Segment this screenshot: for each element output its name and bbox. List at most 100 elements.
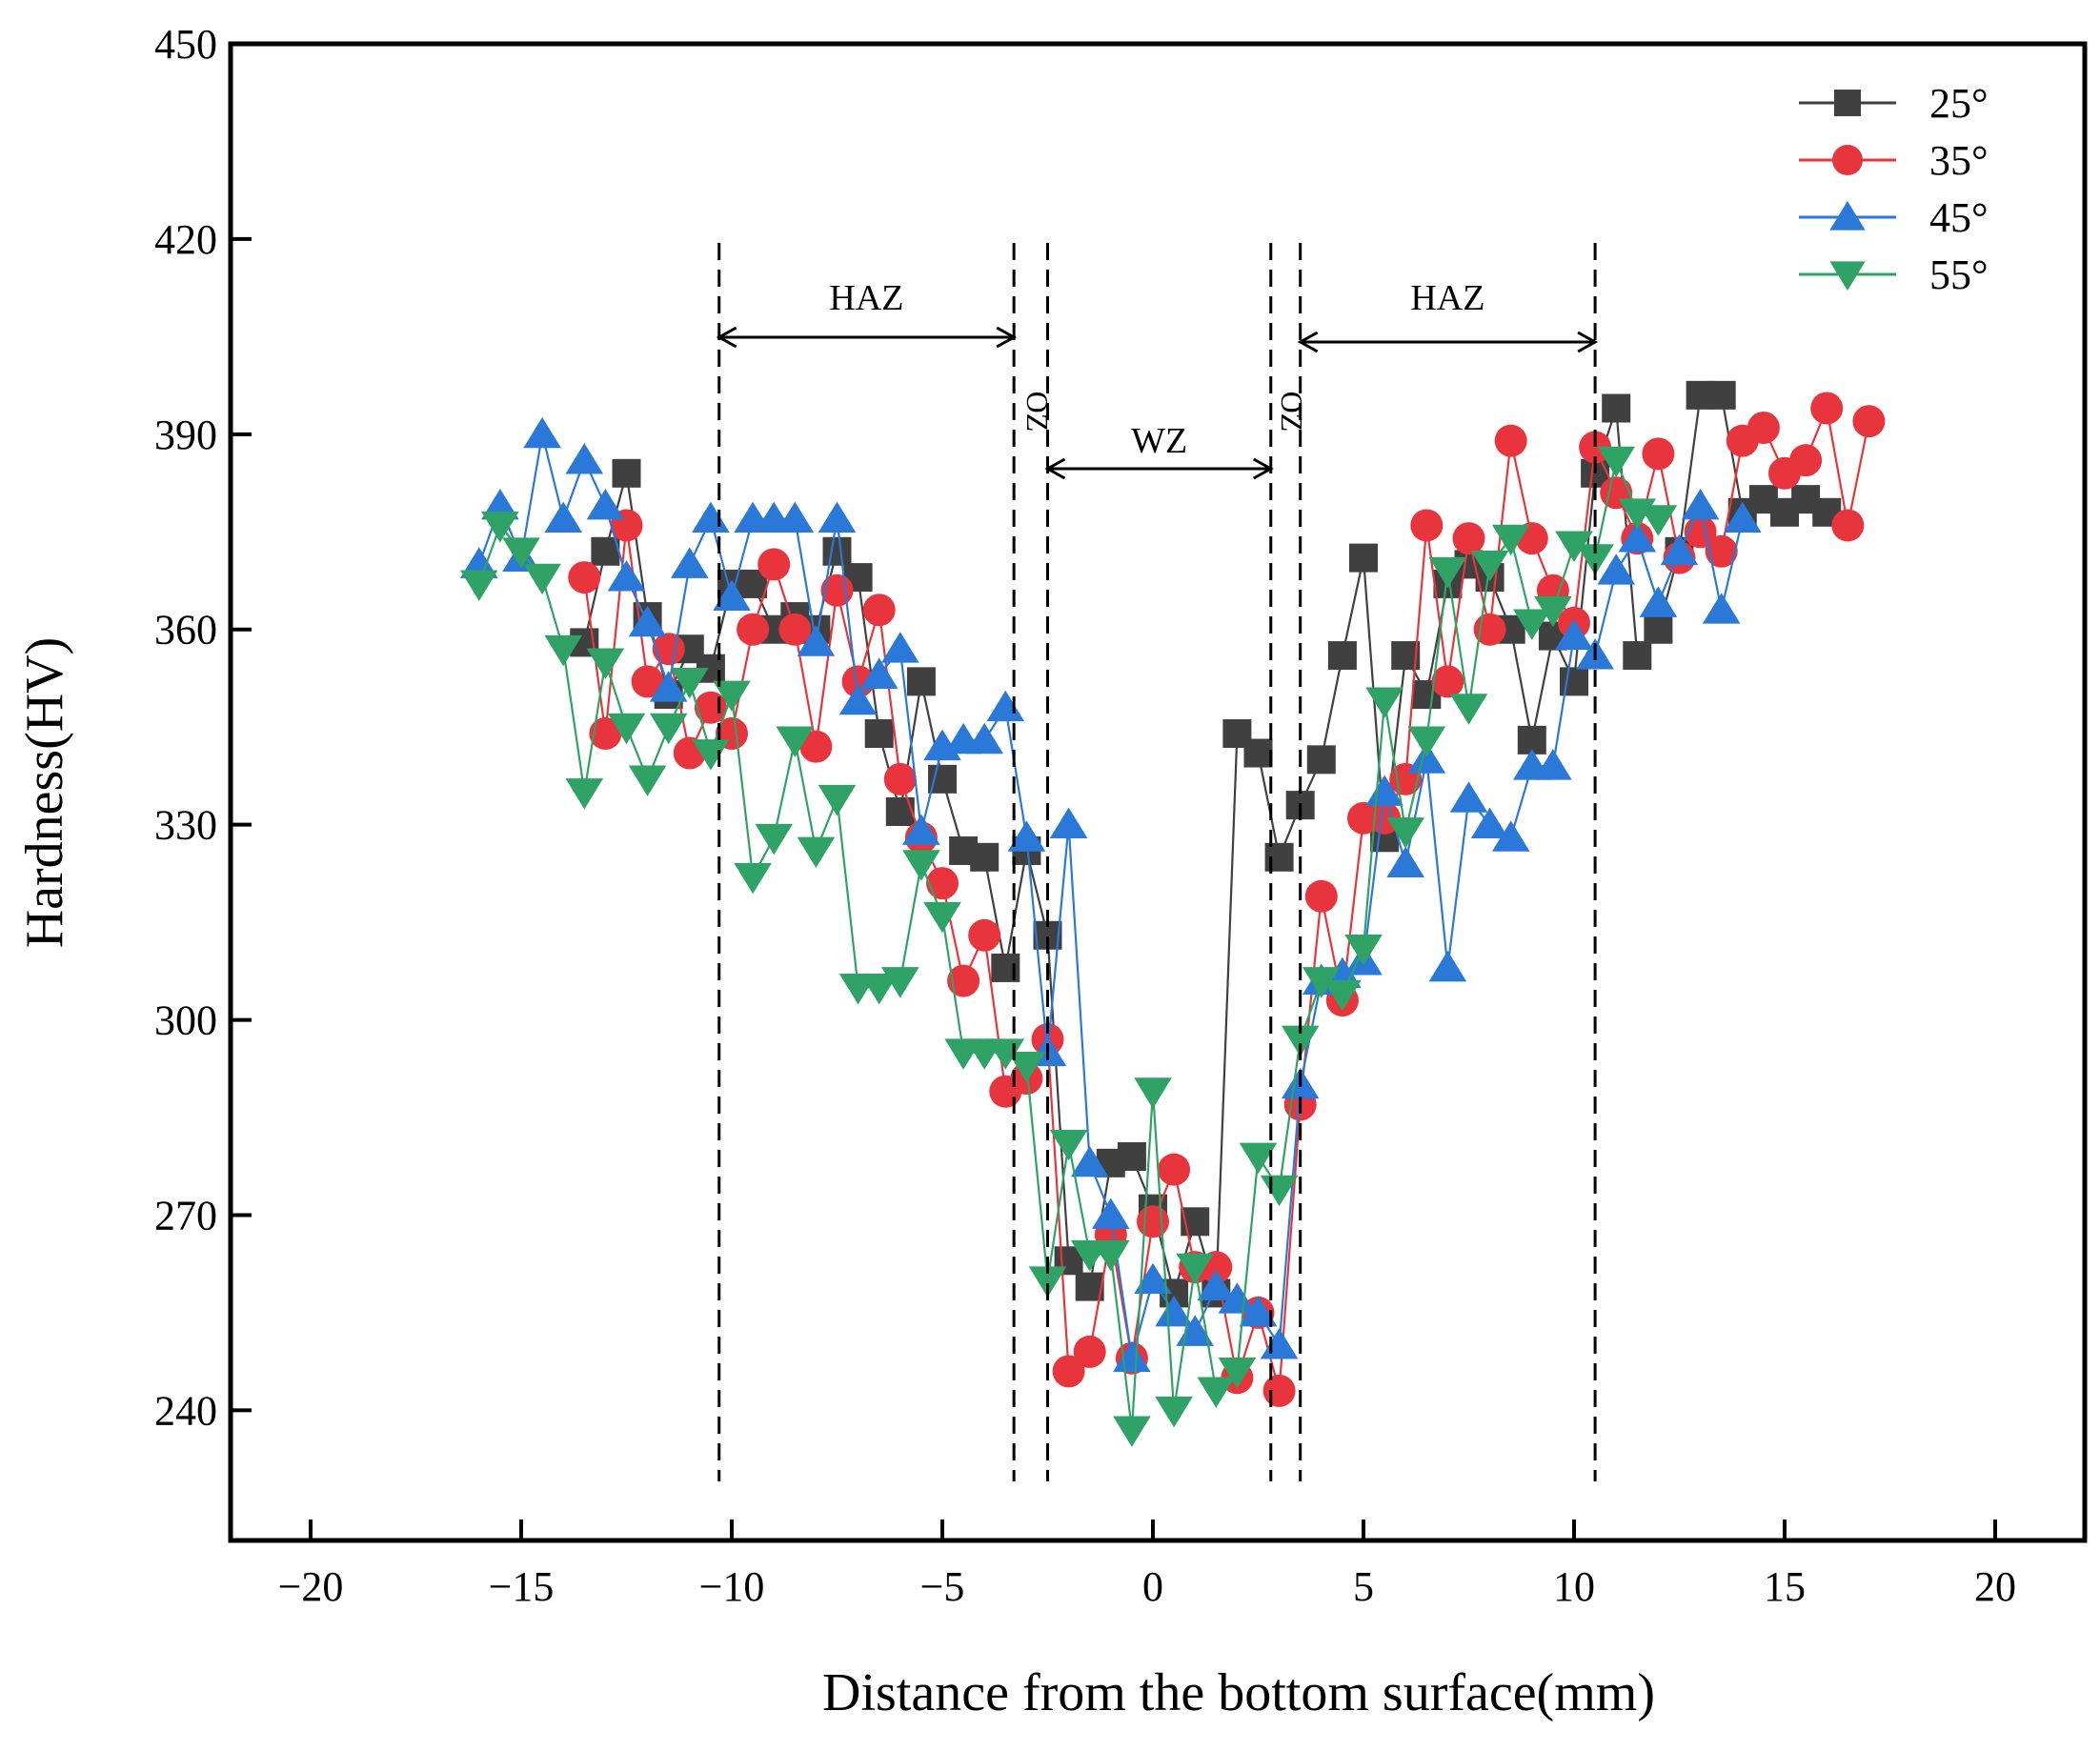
legend-item: 45°	[1799, 194, 1989, 241]
legend-item: 35°	[1799, 137, 1989, 184]
data-point	[926, 867, 959, 900]
haz-left-label: HAZ	[829, 278, 903, 318]
data-point	[883, 762, 917, 795]
y-tick-label: 390	[154, 412, 217, 458]
x-tick-label: 5	[1353, 1563, 1374, 1610]
data-point	[544, 634, 582, 667]
data-point	[1117, 1142, 1146, 1172]
data-point	[1831, 509, 1865, 542]
legend: 25° 35° 45° 55°	[1799, 80, 1989, 298]
data-point	[778, 613, 812, 646]
data-point	[1327, 641, 1357, 671]
data-point	[1134, 1077, 1172, 1109]
data-point	[1007, 1051, 1046, 1083]
data-point	[589, 717, 622, 751]
data-point	[881, 632, 919, 663]
data-point	[1452, 522, 1485, 555]
data-point	[1644, 614, 1673, 644]
x-axis-title: Distance from the bottom surface(mm)	[822, 1663, 1655, 1722]
axis-ticks: −20 −15 −10 −5 0 5 10 15 20 240 270 300 330 360 390 420…	[154, 21, 2016, 1610]
legend-item: 25°	[1799, 80, 1989, 127]
data-point	[671, 547, 709, 578]
data-point	[1323, 979, 1362, 1012]
y-tick-label: 300	[154, 997, 217, 1044]
y-tick-label: 330	[154, 802, 217, 849]
data-point	[713, 680, 751, 713]
haz-right-label: HAZ	[1410, 278, 1484, 318]
plot-marks	[460, 380, 1886, 1447]
x-tick-label: 15	[1764, 1563, 1806, 1610]
data-point	[1155, 1396, 1193, 1428]
x-tick-label: −10	[699, 1563, 765, 1610]
data-point	[1602, 393, 1631, 423]
data-point	[881, 967, 919, 998]
data-point	[612, 458, 641, 488]
data-point	[1639, 586, 1678, 617]
data-point	[460, 570, 498, 601]
oz-right-label: OZ	[1275, 392, 1309, 433]
data-point	[1028, 1266, 1067, 1298]
data-point	[1597, 446, 1635, 478]
data-point	[1158, 1153, 1191, 1186]
x-tick-label: −20	[278, 1563, 344, 1610]
x-tick-label: 10	[1553, 1563, 1595, 1610]
x-tick-label: −5	[920, 1563, 965, 1610]
y-tick-label: 450	[154, 21, 217, 68]
data-point	[1513, 609, 1551, 640]
data-point	[1789, 444, 1823, 477]
data-point	[923, 901, 961, 934]
data-point	[1576, 544, 1614, 575]
data-point	[1555, 531, 1593, 562]
data-point	[757, 548, 791, 581]
legend-marker	[1834, 90, 1861, 116]
data-point	[1113, 1416, 1151, 1447]
data-point	[991, 953, 1020, 982]
data-point	[818, 501, 857, 533]
data-point	[862, 594, 896, 627]
wz-label: WZ	[1131, 421, 1187, 461]
data-point	[1623, 641, 1652, 671]
haz-left-arrow	[716, 326, 1018, 349]
data-point	[1852, 405, 1886, 438]
data-point	[902, 850, 940, 881]
data-point	[1431, 665, 1464, 698]
data-point	[1262, 1374, 1296, 1407]
data-point	[1407, 742, 1446, 774]
data-point	[1410, 509, 1444, 542]
x-tick-label: −15	[489, 1563, 555, 1610]
data-point	[1386, 817, 1424, 849]
data-point	[1702, 593, 1741, 624]
data-point	[965, 722, 1003, 755]
data-point	[1218, 1358, 1257, 1389]
data-point	[1134, 1262, 1172, 1295]
data-point	[1491, 524, 1530, 556]
data-point	[1243, 738, 1273, 768]
data-point	[859, 974, 899, 1005]
data-point	[1302, 967, 1341, 998]
data-point	[1176, 1253, 1214, 1285]
data-point	[864, 719, 894, 749]
data-point	[586, 488, 625, 520]
data-point	[628, 765, 667, 796]
data-point	[649, 671, 688, 702]
data-point	[1073, 1335, 1106, 1368]
data-point	[822, 536, 852, 566]
data-point	[1494, 424, 1527, 457]
haz-right-arrow	[1297, 331, 1599, 353]
y-tick-label: 270	[154, 1192, 217, 1238]
data-point	[1660, 533, 1699, 566]
plot-frame	[228, 41, 2088, 1543]
data-point	[838, 683, 878, 715]
data-point	[1113, 1340, 1151, 1373]
y-tick-label: 420	[154, 216, 217, 263]
data-point	[776, 501, 815, 533]
data-point	[1724, 501, 1762, 533]
data-point	[1428, 556, 1467, 589]
data-point	[737, 613, 770, 646]
data-point	[565, 778, 604, 810]
data-point	[1239, 1142, 1278, 1175]
data-point	[818, 784, 857, 816]
x-tick-label: 0	[1142, 1563, 1163, 1610]
data-point	[797, 625, 836, 656]
